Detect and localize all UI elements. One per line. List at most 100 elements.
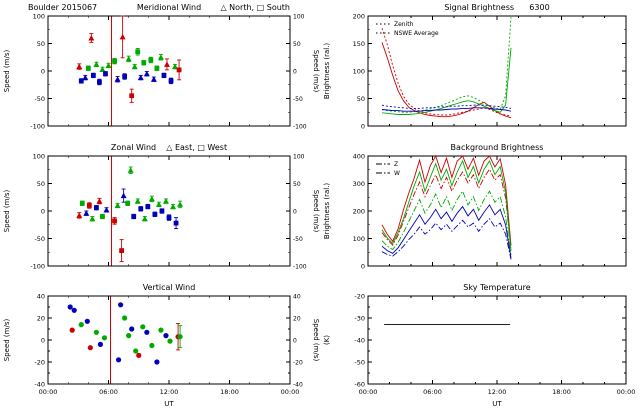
marker-square bbox=[85, 65, 91, 71]
marker-triangle bbox=[114, 76, 121, 82]
panel-zonal-wind: Zonal Wind △ East, □ West -100 -100 -50 -50 0… bbox=[0, 140, 320, 280]
x-axis-label: UT bbox=[164, 400, 174, 408]
y-tick-label-right: 20 bbox=[293, 315, 301, 322]
y-axis-label-right: Speed (m/s) bbox=[312, 190, 320, 233]
marker-square bbox=[86, 203, 92, 208]
x-tick-label: 12:00 bbox=[488, 388, 507, 396]
marker-triangle bbox=[119, 33, 126, 40]
marker-triangle bbox=[76, 63, 83, 70]
y-tick-label: -60 bbox=[354, 380, 365, 388]
y-tick-label: -100 bbox=[30, 262, 45, 270]
marker-dot bbox=[158, 327, 164, 333]
y-tick-label: 0 bbox=[41, 207, 45, 215]
marker-triangle bbox=[96, 198, 103, 204]
marker-triangle bbox=[143, 70, 150, 77]
series-zenith-red bbox=[381, 27, 512, 117]
y-tick-label: -40 bbox=[34, 380, 45, 388]
axes bbox=[367, 155, 627, 267]
series-bg-blue-dashdot bbox=[381, 217, 512, 260]
data-points bbox=[76, 15, 182, 103]
y-tick-label: 200 bbox=[353, 12, 365, 20]
y-tick-label: -20 bbox=[34, 358, 45, 366]
y-tick-label-right: 40 bbox=[293, 293, 301, 300]
y-tick-label: -50 bbox=[34, 235, 45, 243]
marker-square bbox=[94, 205, 99, 211]
sky-temperature-plot: Sky Temperature 00:00 06:00 12:00 18:00 00:00… bbox=[323, 283, 636, 408]
plot-legend: Zenith NSWE Average bbox=[376, 21, 439, 37]
chart-title: Signal Brightness 6300 bbox=[444, 3, 549, 12]
marker-triangle bbox=[150, 76, 157, 82]
marker-square bbox=[78, 78, 84, 84]
data-points bbox=[67, 302, 183, 365]
marker-dot bbox=[122, 315, 128, 321]
y-axis-label-right: Speed (m/s) bbox=[312, 50, 320, 93]
marker-triangle bbox=[114, 202, 121, 208]
marker-dot bbox=[163, 333, 169, 339]
plot-legend: ZW bbox=[376, 161, 400, 177]
axes bbox=[367, 15, 627, 127]
axes bbox=[47, 155, 291, 267]
y-tick-label: 0 bbox=[41, 67, 45, 75]
marker-square bbox=[141, 60, 147, 66]
y-tick-label: -20 bbox=[354, 292, 365, 300]
marker-dot bbox=[149, 342, 155, 349]
marker-square bbox=[90, 73, 96, 78]
x-tick-label: 18:00 bbox=[220, 388, 239, 396]
y-tick-label: 100 bbox=[33, 152, 45, 160]
y-tick-label: 300 bbox=[353, 180, 365, 188]
marker-triangle bbox=[162, 198, 169, 204]
marker-triangle bbox=[88, 35, 95, 41]
y-tick-label-right: -50 bbox=[293, 96, 303, 103]
marker-dot bbox=[177, 334, 183, 340]
marker-square bbox=[161, 73, 167, 78]
y-tick-label: 100 bbox=[353, 67, 365, 75]
y-tick-label: -50 bbox=[34, 95, 45, 103]
marker-triangle bbox=[125, 55, 132, 62]
y-axis-label: Speed (m/s) bbox=[3, 190, 11, 233]
y-axis-label: Brightness (ral.) bbox=[323, 43, 331, 100]
x-tick-label: 00:00 bbox=[617, 388, 636, 396]
background-brightness-plot: Background Brightness 0 100 200 300 400 Bright… bbox=[323, 143, 627, 270]
marker-triangle bbox=[76, 212, 83, 218]
y-tick-label-right: 50 bbox=[293, 181, 301, 188]
y-axis-label: Brightness (ral.) bbox=[323, 183, 331, 240]
y-tick-label: 20 bbox=[37, 314, 45, 322]
panel-signal-brightness: Signal Brightness 6300 0 50 100 150 200 Bright… bbox=[320, 0, 640, 140]
marker-square bbox=[122, 74, 128, 79]
signal-brightness-plot: Signal Brightness 6300 0 50 100 150 200 Bright… bbox=[323, 3, 627, 130]
marker-triangle bbox=[177, 201, 184, 207]
marker-square bbox=[135, 49, 141, 55]
y-tick-label: 0 bbox=[41, 336, 45, 344]
chart-title: Background Brightness bbox=[451, 143, 544, 152]
chart-title: Meridional Wind bbox=[137, 3, 201, 12]
marker-square bbox=[125, 200, 131, 206]
marker-dot bbox=[136, 352, 142, 358]
series-average-green bbox=[381, 47, 512, 115]
marker-square bbox=[148, 57, 154, 63]
axes bbox=[47, 15, 291, 127]
x-tick-label: 12:00 bbox=[160, 388, 179, 396]
marker-dot bbox=[97, 341, 104, 347]
y-tick-label: 150 bbox=[353, 40, 365, 48]
marker-dot bbox=[167, 338, 173, 344]
series-average-blue bbox=[381, 107, 512, 112]
marker-square bbox=[97, 79, 102, 85]
y-tick-label-right: -100 bbox=[293, 263, 307, 270]
marker-dot bbox=[84, 318, 90, 324]
legend-label: W bbox=[394, 170, 400, 177]
marker-square bbox=[112, 58, 117, 64]
marker-dot bbox=[133, 348, 139, 354]
axes bbox=[47, 295, 291, 385]
series-bg-red-dashdot bbox=[381, 168, 512, 251]
marker-triangle bbox=[134, 198, 141, 204]
marker-dot bbox=[126, 333, 132, 339]
y-tick-label: -30 bbox=[354, 314, 365, 322]
marker-square bbox=[131, 214, 137, 219]
marker-triangle bbox=[82, 74, 89, 81]
y-tick-label: -50 bbox=[354, 358, 365, 366]
y-tick-label-right: 0 bbox=[293, 337, 297, 344]
marker-triangle bbox=[120, 192, 127, 199]
series-bg-green-dashdot bbox=[381, 190, 512, 256]
marker-dot bbox=[67, 304, 73, 310]
